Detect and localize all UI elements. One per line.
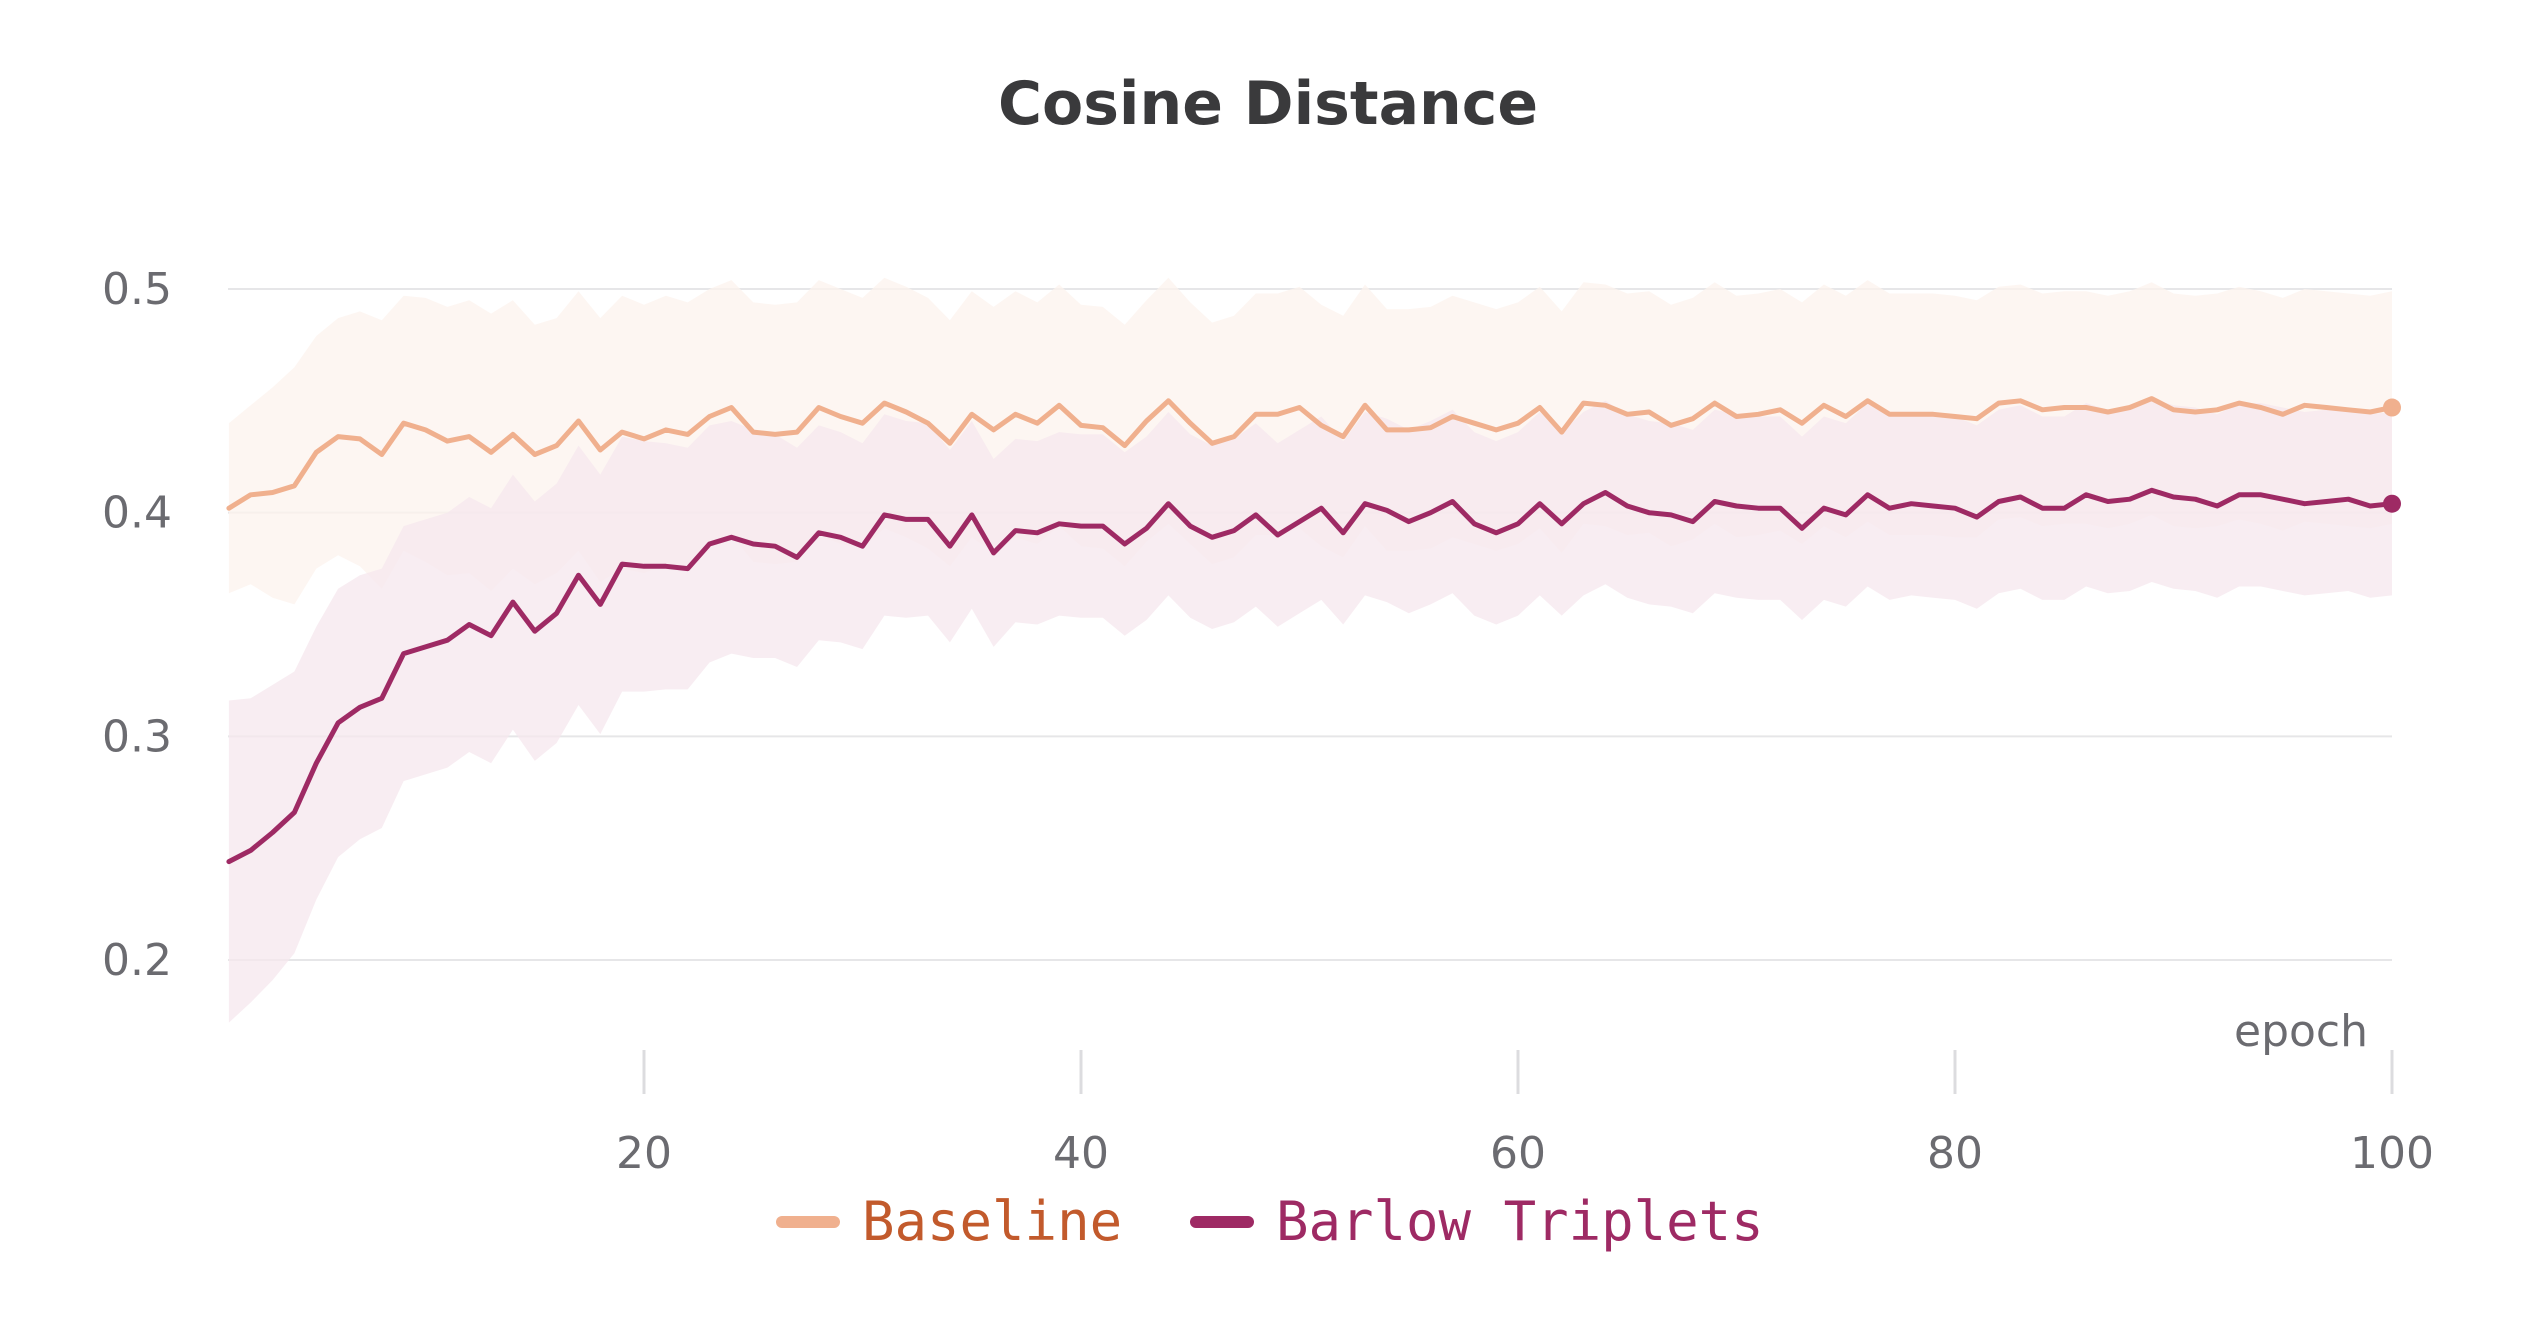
x-tick-label: 20 — [616, 1128, 672, 1179]
legend: Baseline Barlow Triplets — [776, 1190, 1764, 1253]
series-end-point-1 — [2383, 494, 2401, 513]
y-tick-label: 0.2 — [102, 935, 172, 986]
series-band-1 — [228, 398, 2393, 1023]
x-tick-label: 40 — [1053, 1128, 1109, 1179]
x-tick-label: 100 — [2350, 1128, 2434, 1179]
series-lines — [226, 396, 2401, 865]
legend-label-1: Barlow Triplets — [1276, 1190, 1764, 1253]
y-tick-label: 0.5 — [102, 264, 172, 315]
axes: 0.2 0.3 0.4 0.5 20 40 60 80 100 — [102, 264, 2434, 1179]
series-line-1 — [226, 487, 2395, 865]
y-tick-label: 0.3 — [102, 711, 172, 762]
legend-label-0: Baseline — [862, 1190, 1122, 1253]
x-tick-label: 60 — [1490, 1128, 1546, 1179]
series-line-0 — [226, 396, 2395, 511]
x-tick-label: 80 — [1927, 1128, 1983, 1179]
y-tick-label: 0.4 — [102, 488, 172, 539]
chart-title: Cosine Distance — [998, 69, 1538, 139]
x-axis-label: epoch — [2234, 1006, 2368, 1057]
confidence-bands — [228, 277, 2393, 1023]
series-end-point-0 — [2383, 398, 2401, 417]
